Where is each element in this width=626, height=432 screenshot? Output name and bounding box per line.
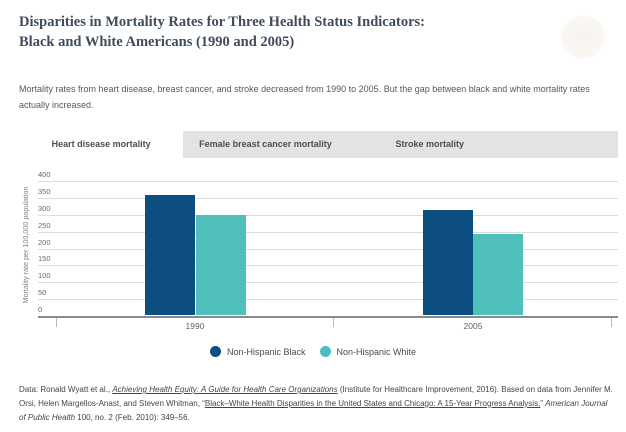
bar-2005-non-hispanic-black xyxy=(423,210,473,315)
legend-item-non-hispanic-black: Non-Hispanic Black xyxy=(209,346,306,357)
logo-watermark-icon xyxy=(561,15,605,59)
y-gridline xyxy=(38,299,618,300)
y-gridline xyxy=(38,265,618,266)
page-title: Disparities in Mortality Rates for Three… xyxy=(19,13,425,52)
bar-1990-non-hispanic-black xyxy=(145,195,195,315)
y-tick-label: 250 xyxy=(38,221,51,230)
chart-description: Mortality rates from heart disease, brea… xyxy=(19,84,590,110)
x-axis-line xyxy=(38,316,618,318)
chart-legend: Non-Hispanic Black Non-Hispanic White xyxy=(0,346,626,357)
y-tick-label: 100 xyxy=(38,271,51,280)
citation-text: ” xyxy=(540,398,546,408)
y-tick-label: 300 xyxy=(38,204,51,213)
bar-chart-plot-area: 400 350 300 250 200 150 100 50 0 xyxy=(0,170,626,318)
legend-swatch-black-icon xyxy=(209,346,221,357)
tab-female-breast-cancer-mortality[interactable]: Female breast cancer mortality xyxy=(199,139,332,149)
y-tick-label: 0 xyxy=(38,305,43,314)
legend-swatch-white-icon xyxy=(319,346,331,357)
citation-text: 100, no. 2 (Feb. 2010): 349–56. xyxy=(75,412,190,422)
x-axis-label-1990: 1990 xyxy=(185,321,205,331)
citation-link-ajph-article[interactable]: Black–White Health Disparities in the Un… xyxy=(204,398,541,408)
bar-2005-non-hispanic-white xyxy=(473,234,523,315)
chart-tabs: Heart disease mortality Female breast ca… xyxy=(19,131,618,158)
y-gridline xyxy=(38,282,618,283)
y-gridline xyxy=(38,215,618,216)
x-axis-label-2005: 2005 xyxy=(463,321,483,331)
source-citation: Data: Ronald Wyatt et al., Achieving Hea… xyxy=(19,383,614,424)
page-title-line2: Black and White Americans (1990 and 2005… xyxy=(19,33,295,50)
y-gridline xyxy=(38,181,618,182)
x-axis-tick-left xyxy=(56,316,57,327)
y-tick-label: 200 xyxy=(38,238,51,247)
y-tick-label: 150 xyxy=(38,254,51,263)
x-axis-tick-middle xyxy=(333,316,334,327)
tab-stroke-mortality[interactable]: Stroke mortality xyxy=(395,139,464,149)
x-axis-tick-right xyxy=(611,316,612,327)
citation-text: (Institute for Healthcare Improvement, 2… xyxy=(19,385,613,408)
page-title-line1: Disparities in Mortality Rates for Three… xyxy=(19,14,425,30)
bar-1990-non-hispanic-white xyxy=(196,215,246,315)
y-tick-label: 350 xyxy=(38,187,51,196)
y-gridline xyxy=(38,232,618,233)
legend-label: Non-Hispanic Black xyxy=(226,346,306,357)
y-tick-label: 400 xyxy=(38,170,51,179)
legend-label: Non-Hispanic White xyxy=(336,346,417,357)
citation-journal-name: American Journal of Public Health xyxy=(19,398,608,422)
citation-link-ihi-guide[interactable]: Achieving Health Equity: A Guide for Hea… xyxy=(112,385,338,394)
citation-text: Data: Ronald Wyatt et al., xyxy=(19,385,113,394)
y-gridline xyxy=(38,198,618,199)
tab-heart-disease-mortality[interactable]: Heart disease mortality xyxy=(19,131,184,158)
y-gridline xyxy=(38,249,618,250)
legend-item-non-hispanic-white: Non-Hispanic White xyxy=(319,346,417,357)
y-tick-label: 50 xyxy=(38,288,47,297)
